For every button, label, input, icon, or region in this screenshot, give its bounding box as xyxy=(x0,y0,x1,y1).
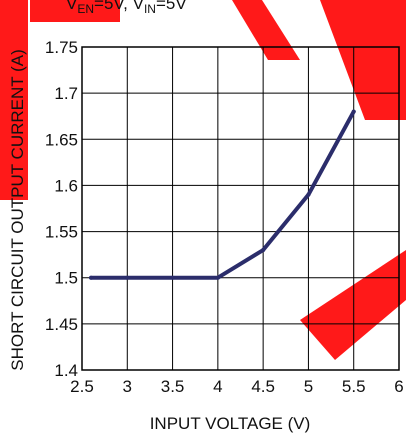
x-tick-label: 3 xyxy=(123,377,132,396)
x-tick-label: 6 xyxy=(394,377,403,396)
chart-title: VEN=5V, VIN=5V xyxy=(66,0,187,16)
data-point xyxy=(89,275,94,280)
watermark-shape xyxy=(0,0,28,200)
series-line xyxy=(89,109,356,280)
watermark-shape xyxy=(30,0,120,22)
data-point xyxy=(261,248,266,253)
y-tick-label: 1.65 xyxy=(45,130,78,149)
data-point xyxy=(170,275,175,280)
y-tick-label: 1.7 xyxy=(54,84,78,103)
y-tick-labels: 1.4 1.45 1.5 1.55 1.6 1.65 1.7 1.75 xyxy=(45,38,78,380)
y-tick-label: 1.5 xyxy=(54,269,78,288)
x-tick-labels: 2.5 3 3.5 4 4.5 5 5.5 6 xyxy=(70,377,404,396)
x-tick-label: 5.5 xyxy=(342,377,366,396)
data-point xyxy=(215,275,220,280)
y-tick-label: 1.6 xyxy=(54,176,78,195)
y-tick-label: 1.4 xyxy=(54,361,78,380)
plot-frame xyxy=(81,46,400,371)
data-point xyxy=(351,109,356,114)
x-tick-label: 2.5 xyxy=(70,377,94,396)
x-axis-label: INPUT VOLTAGE (V) xyxy=(150,414,311,433)
watermark-shape xyxy=(300,250,406,360)
y-tick-label: 1.55 xyxy=(45,223,78,242)
x-tick-label: 4 xyxy=(213,377,222,396)
data-point xyxy=(125,275,130,280)
y-tick-label: 1.75 xyxy=(45,38,78,57)
x-tick-label: 3.5 xyxy=(161,377,185,396)
watermark-shape xyxy=(320,0,406,120)
y-axis-label: SHORT CIRCUIT OUTPUT CURRENT (A) xyxy=(8,49,27,370)
x-tick-label: 4.5 xyxy=(251,377,275,396)
watermark-shape xyxy=(232,0,300,60)
x-tick-label: 5 xyxy=(304,377,313,396)
series-points xyxy=(89,109,356,280)
data-point xyxy=(306,192,311,197)
y-tick-label: 1.45 xyxy=(45,315,78,334)
